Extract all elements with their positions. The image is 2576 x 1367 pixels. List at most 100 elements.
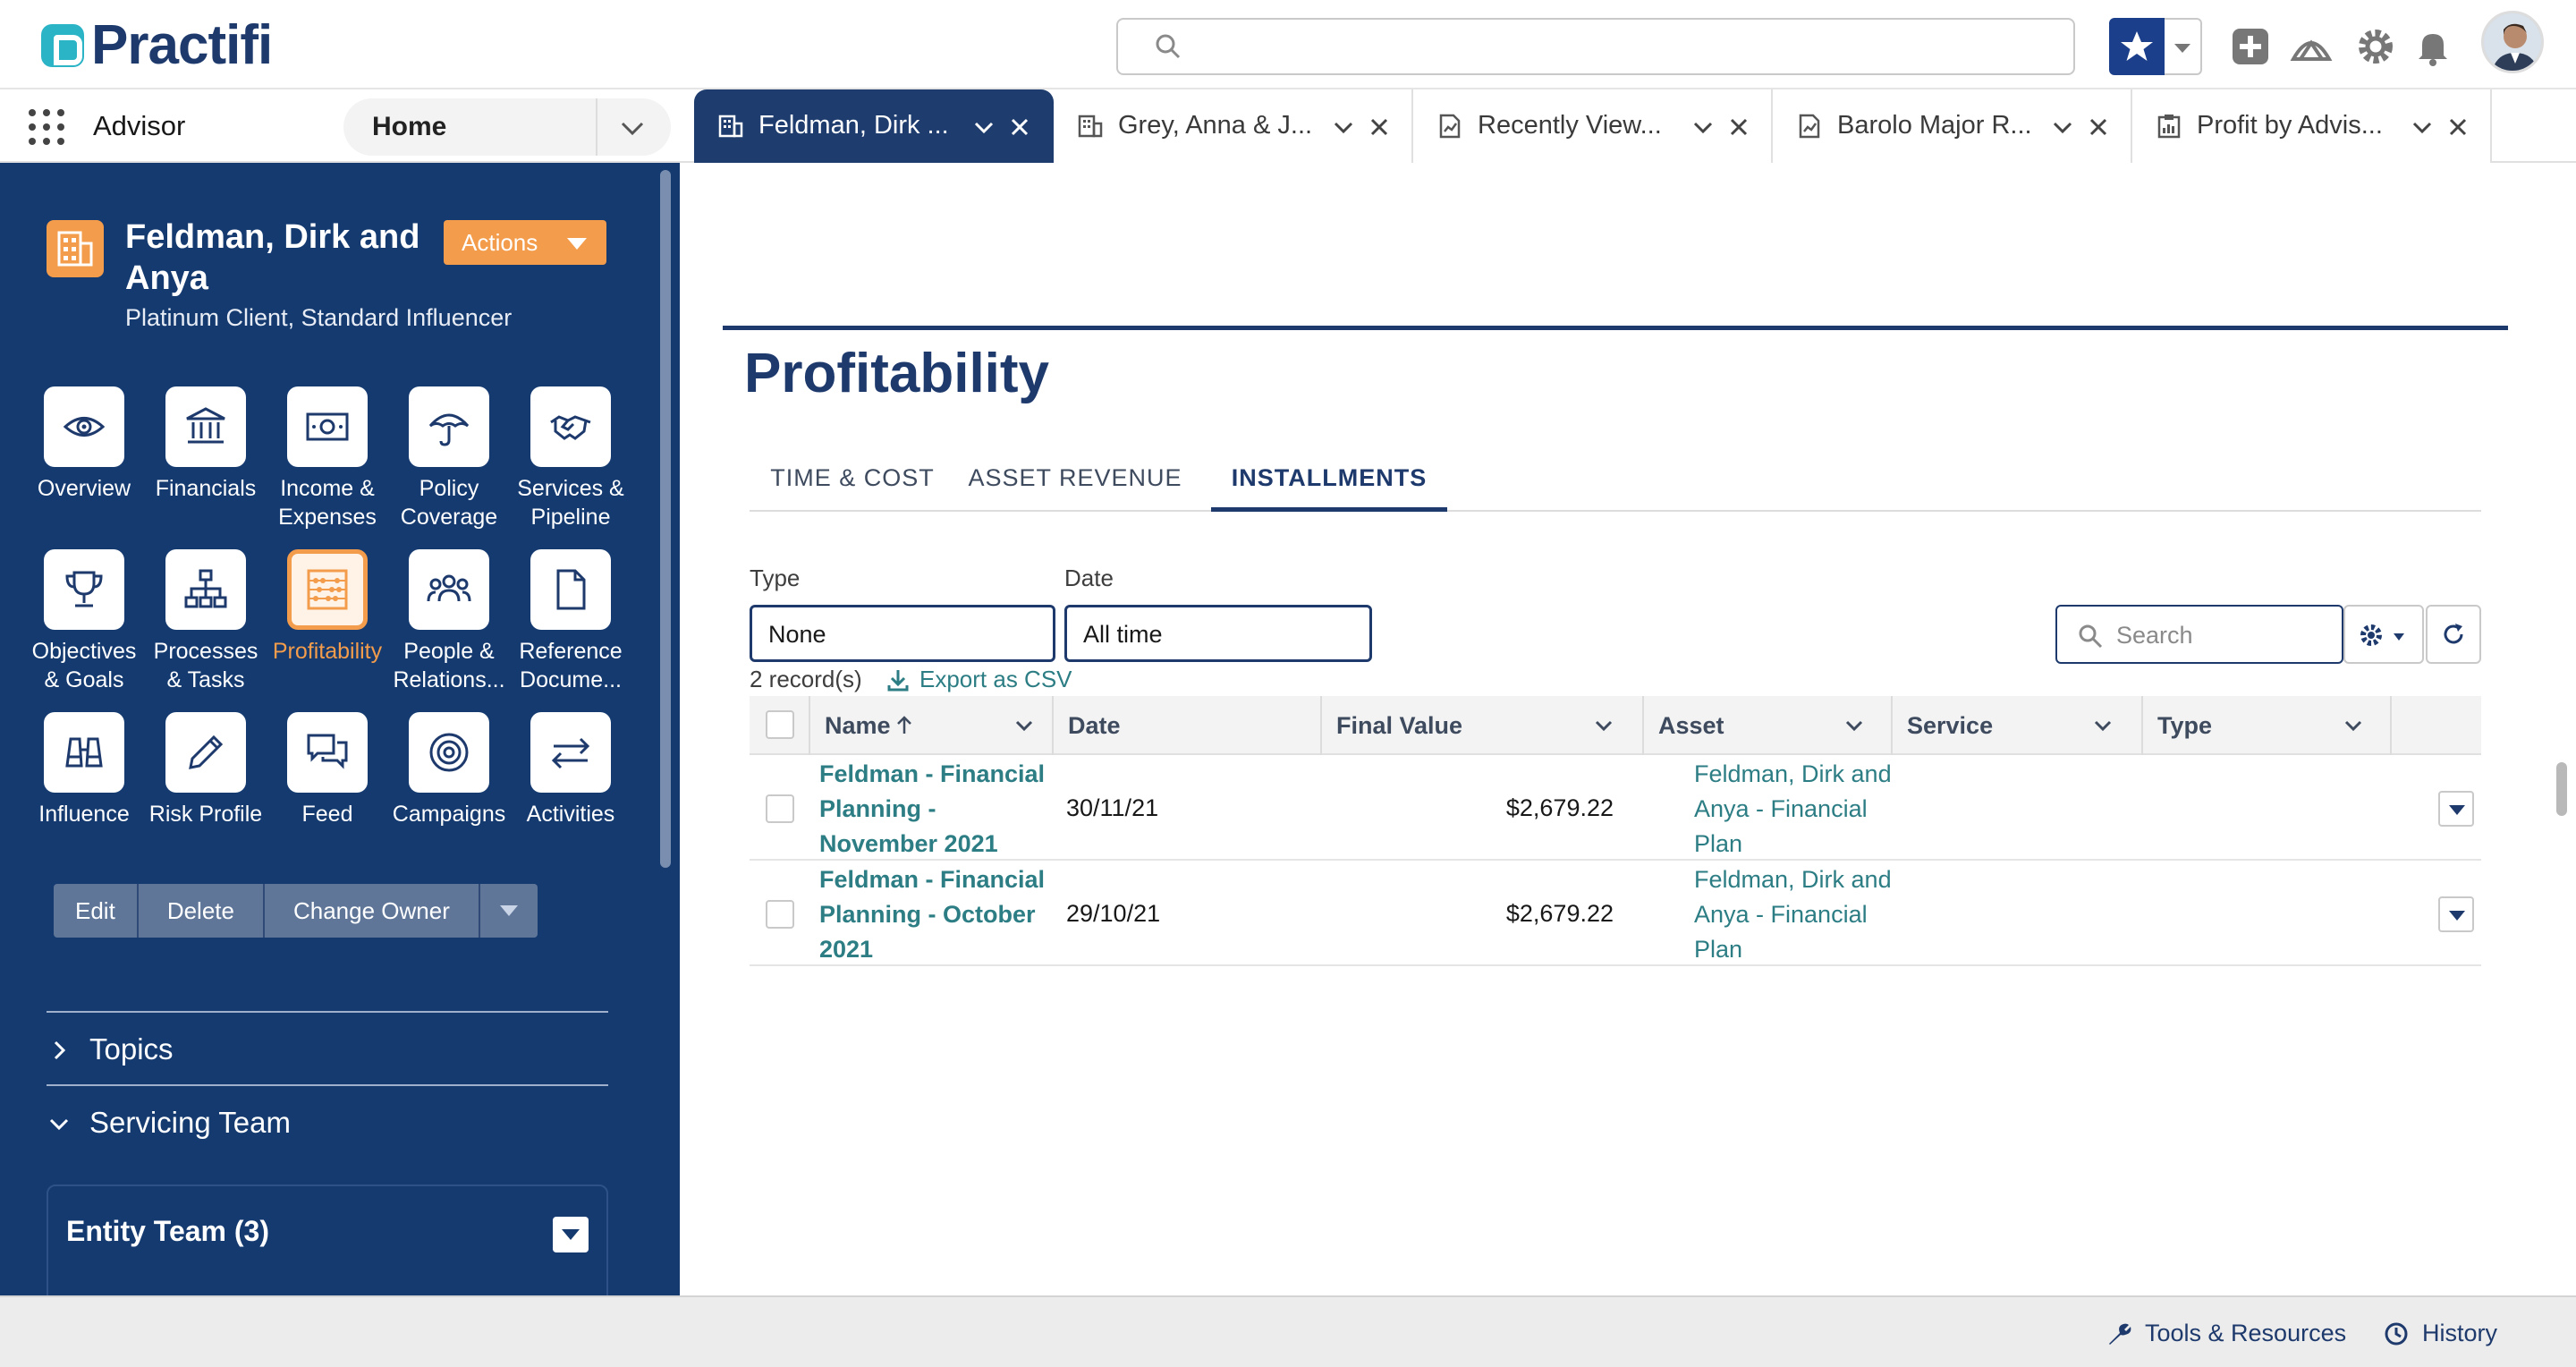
tab-time-cost[interactable]: TIME & COST [770, 464, 935, 491]
logo-text: Practifi [91, 14, 273, 76]
close-icon[interactable] [2086, 115, 2111, 140]
close-icon[interactable] [1367, 115, 1392, 140]
setup-gear-icon[interactable] [2352, 23, 2399, 70]
row-name-link[interactable]: Feldman - Financial Planning - November … [819, 760, 1046, 857]
main-scrollbar[interactable] [2556, 762, 2567, 816]
type-filter-select[interactable]: None [750, 605, 1055, 662]
tile-activities[interactable]: Activities [510, 712, 631, 828]
dashboard-icon [2157, 115, 2181, 139]
chevron-down-icon[interactable] [2342, 714, 2365, 737]
row-service-link[interactable]: Feldman, Dirk and Anya - Financial Plan [1694, 760, 1892, 857]
tile-label: Influence [38, 802, 130, 827]
table-search-input[interactable]: Search [2055, 605, 2343, 664]
column-header-date[interactable]: Date [1054, 696, 1322, 755]
global-search-input[interactable] [1116, 18, 2075, 75]
tile-feed[interactable]: Feed [267, 712, 388, 828]
row-final-value: $2,679.22 [1505, 794, 1614, 821]
sidebar-scrollbar[interactable] [660, 170, 671, 868]
favorites-button[interactable] [2109, 18, 2165, 75]
tile-profitability[interactable]: Profitability [267, 549, 388, 666]
pencil-icon [189, 734, 224, 769]
chevron-down-icon[interactable] [2091, 714, 2114, 737]
app-launcher-icon[interactable] [27, 107, 66, 147]
edit-button[interactable]: Edit [54, 884, 139, 938]
chevron-down-icon[interactable] [971, 115, 996, 140]
app-name: Advisor [93, 110, 186, 141]
tools-resources-button[interactable]: Tools & Resources [2106, 1317, 2346, 1349]
tab-installments[interactable]: INSTALLMENTS [1211, 460, 1447, 512]
trailhead-icon[interactable] [2288, 23, 2334, 70]
tile-people-relationships[interactable]: People & Relations... [388, 549, 510, 694]
row-checkbox[interactable] [766, 900, 794, 929]
add-icon[interactable] [2227, 23, 2274, 70]
tile-overview[interactable]: Overview [23, 386, 145, 503]
close-icon[interactable] [1007, 115, 1032, 140]
tab-recently-viewed[interactable]: Recently View... [1413, 89, 1773, 163]
tile-label: Policy Coverage [400, 476, 498, 530]
entity-team-dropdown[interactable] [553, 1217, 589, 1252]
close-icon[interactable] [1726, 115, 1751, 140]
change-owner-button[interactable]: Change Owner [264, 884, 480, 938]
row-name-link[interactable]: Feldman - Financial Planning - October 2… [819, 866, 1046, 963]
home-nav-select[interactable]: Home [343, 98, 671, 156]
column-header-asset[interactable]: Asset [1644, 696, 1893, 755]
favorites-dropdown-button[interactable] [2165, 18, 2202, 75]
history-button[interactable]: History [2383, 1317, 2497, 1349]
tile-policy-coverage[interactable]: Policy Coverage [388, 386, 510, 531]
tab-feldman[interactable]: Feldman, Dirk ... [694, 89, 1054, 163]
tab-profit-by-advisor[interactable]: Profit by Advis... [2132, 89, 2492, 163]
column-header-type[interactable]: Type [2143, 696, 2392, 755]
tile-services-pipeline[interactable]: Services & Pipeline [510, 386, 631, 531]
chevron-down-icon[interactable] [1843, 714, 1866, 737]
chevron-down-icon[interactable] [617, 113, 648, 143]
column-header-service[interactable]: Service [1893, 696, 2143, 755]
notification-bell-icon[interactable] [2410, 23, 2456, 70]
column-label: Asset [1658, 712, 1724, 739]
tile-objectives-goals[interactable]: Objectives & Goals [23, 549, 145, 694]
select-all-checkbox[interactable] [766, 710, 794, 739]
refresh-button[interactable] [2426, 605, 2481, 664]
column-header-final-value[interactable]: Final Value [1322, 696, 1644, 755]
practifi-logo[interactable]: Practifi [41, 14, 273, 76]
user-avatar[interactable] [2481, 11, 2544, 73]
entity-team-title: Entity Team (3) [66, 1215, 269, 1247]
search-icon [2079, 624, 2103, 649]
tile-label: Feed [301, 802, 353, 827]
chevron-down-icon[interactable] [1331, 115, 1356, 140]
tab-asset-revenue[interactable]: ASSET REVENUE [968, 464, 1182, 491]
chevron-down-icon[interactable] [1592, 714, 1615, 737]
umbrella-icon [428, 413, 470, 446]
tile-risk-profile[interactable]: Risk Profile [145, 712, 267, 828]
row-actions-dropdown[interactable] [2438, 791, 2474, 827]
tile-financials[interactable]: Financials [145, 386, 267, 503]
row-actions-dropdown[interactable] [2438, 896, 2474, 932]
row-service-link[interactable]: Feldman, Dirk and Anya - Financial Plan [1694, 866, 1892, 963]
table-settings-button[interactable] [2343, 605, 2424, 664]
table-row: Feldman - Financial Planning - November … [750, 755, 2481, 861]
delete-button[interactable]: Delete [138, 884, 265, 938]
tile-income-expenses[interactable]: Income & Expenses [267, 386, 388, 531]
more-actions-dropdown[interactable] [479, 884, 538, 938]
date-filter-select[interactable]: All time [1064, 605, 1372, 662]
tab-barolo[interactable]: Barolo Major R... [1773, 89, 2132, 163]
building-icon [57, 231, 93, 267]
row-checkbox[interactable] [766, 794, 794, 823]
actions-button[interactable]: Actions [444, 220, 606, 265]
chevron-down-icon[interactable] [2050, 115, 2075, 140]
chevron-down-icon[interactable] [1013, 714, 1036, 737]
utility-bar: Tools & Resources History [0, 1295, 2576, 1367]
tile-processes-tasks[interactable]: Processes & Tasks [145, 549, 267, 694]
app-navigation-bar: Advisor Home Feldman, Dirk ... Grey, Ann… [0, 89, 2576, 163]
bank-icon [186, 407, 225, 444]
gear-icon [2360, 624, 2382, 646]
chevron-down-icon[interactable] [2410, 115, 2435, 140]
tile-campaigns[interactable]: Campaigns [388, 712, 510, 828]
close-icon[interactable] [2445, 115, 2470, 140]
account-icon [718, 115, 743, 138]
tab-grey[interactable]: Grey, Anna & J... [1054, 89, 1413, 163]
column-header-name[interactable]: Name [810, 696, 1054, 755]
tile-reference-documents[interactable]: Reference Docume... [510, 549, 631, 694]
export-csv-link[interactable]: Export as CSV [886, 664, 1072, 694]
tile-influence[interactable]: Influence [23, 712, 145, 828]
chevron-down-icon[interactable] [1690, 115, 1716, 140]
